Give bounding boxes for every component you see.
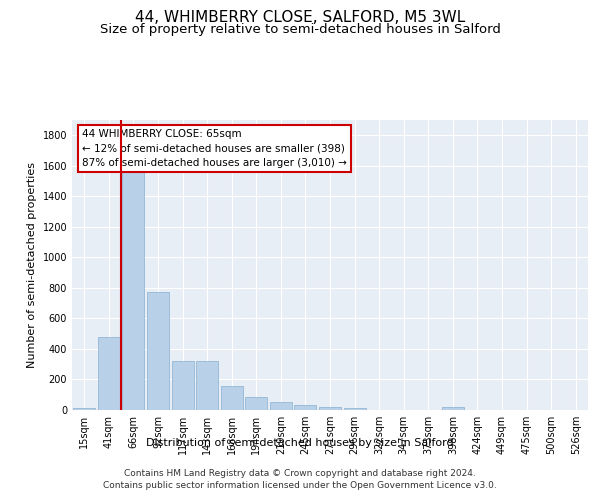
Bar <box>344 408 365 410</box>
Bar <box>147 292 169 410</box>
Bar <box>245 397 268 410</box>
Bar <box>122 170 145 410</box>
Text: 44 WHIMBERRY CLOSE: 65sqm
← 12% of semi-detached houses are smaller (398)
87% of: 44 WHIMBERRY CLOSE: 65sqm ← 12% of semi-… <box>82 128 347 168</box>
Text: 44, WHIMBERRY CLOSE, SALFORD, M5 3WL: 44, WHIMBERRY CLOSE, SALFORD, M5 3WL <box>135 10 465 25</box>
Text: Contains HM Land Registry data © Crown copyright and database right 2024.: Contains HM Land Registry data © Crown c… <box>124 470 476 478</box>
Bar <box>221 386 243 410</box>
Text: Distribution of semi-detached houses by size in Salford: Distribution of semi-detached houses by … <box>146 438 454 448</box>
Bar <box>98 336 120 410</box>
Bar <box>172 361 194 410</box>
Bar <box>196 361 218 410</box>
Y-axis label: Number of semi-detached properties: Number of semi-detached properties <box>27 162 37 368</box>
Bar <box>319 408 341 410</box>
Bar <box>295 406 316 410</box>
Text: Size of property relative to semi-detached houses in Salford: Size of property relative to semi-detach… <box>100 24 500 36</box>
Text: Contains public sector information licensed under the Open Government Licence v3: Contains public sector information licen… <box>103 480 497 490</box>
Bar <box>73 408 95 410</box>
Bar <box>270 402 292 410</box>
Bar <box>442 408 464 410</box>
